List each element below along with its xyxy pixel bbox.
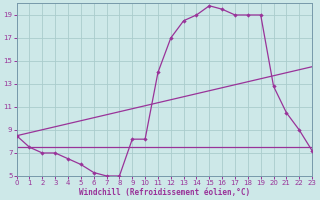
- X-axis label: Windchill (Refroidissement éolien,°C): Windchill (Refroidissement éolien,°C): [79, 188, 250, 197]
